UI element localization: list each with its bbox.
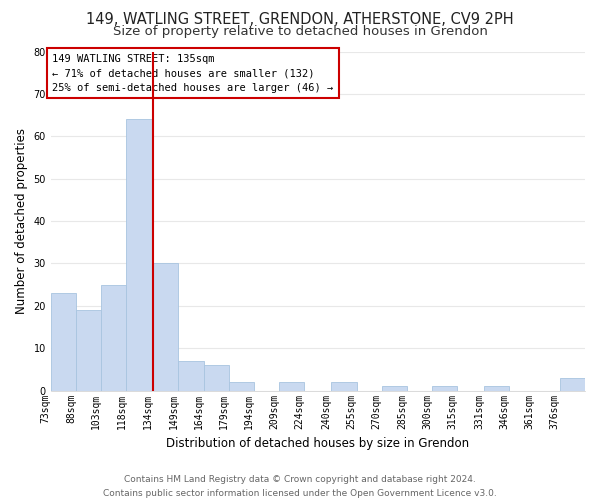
Text: Contains HM Land Registry data © Crown copyright and database right 2024.
Contai: Contains HM Land Registry data © Crown c…	[103, 476, 497, 498]
Bar	[51, 293, 76, 390]
Bar	[484, 386, 509, 390]
Bar	[331, 382, 356, 390]
Bar	[203, 365, 229, 390]
Bar	[76, 310, 101, 390]
Bar	[178, 361, 203, 390]
Text: 149, WATLING STREET, GRENDON, ATHERSTONE, CV9 2PH: 149, WATLING STREET, GRENDON, ATHERSTONE…	[86, 12, 514, 28]
X-axis label: Distribution of detached houses by size in Grendon: Distribution of detached houses by size …	[166, 437, 469, 450]
Y-axis label: Number of detached properties: Number of detached properties	[15, 128, 28, 314]
Bar	[127, 120, 153, 390]
Bar	[153, 264, 178, 390]
Text: 149 WATLING STREET: 135sqm
← 71% of detached houses are smaller (132)
25% of sem: 149 WATLING STREET: 135sqm ← 71% of deta…	[52, 54, 334, 93]
Bar	[101, 284, 127, 391]
Bar	[279, 382, 304, 390]
Bar	[229, 382, 254, 390]
Bar	[382, 386, 407, 390]
Bar	[432, 386, 457, 390]
Bar	[560, 378, 585, 390]
Text: Size of property relative to detached houses in Grendon: Size of property relative to detached ho…	[113, 25, 487, 38]
